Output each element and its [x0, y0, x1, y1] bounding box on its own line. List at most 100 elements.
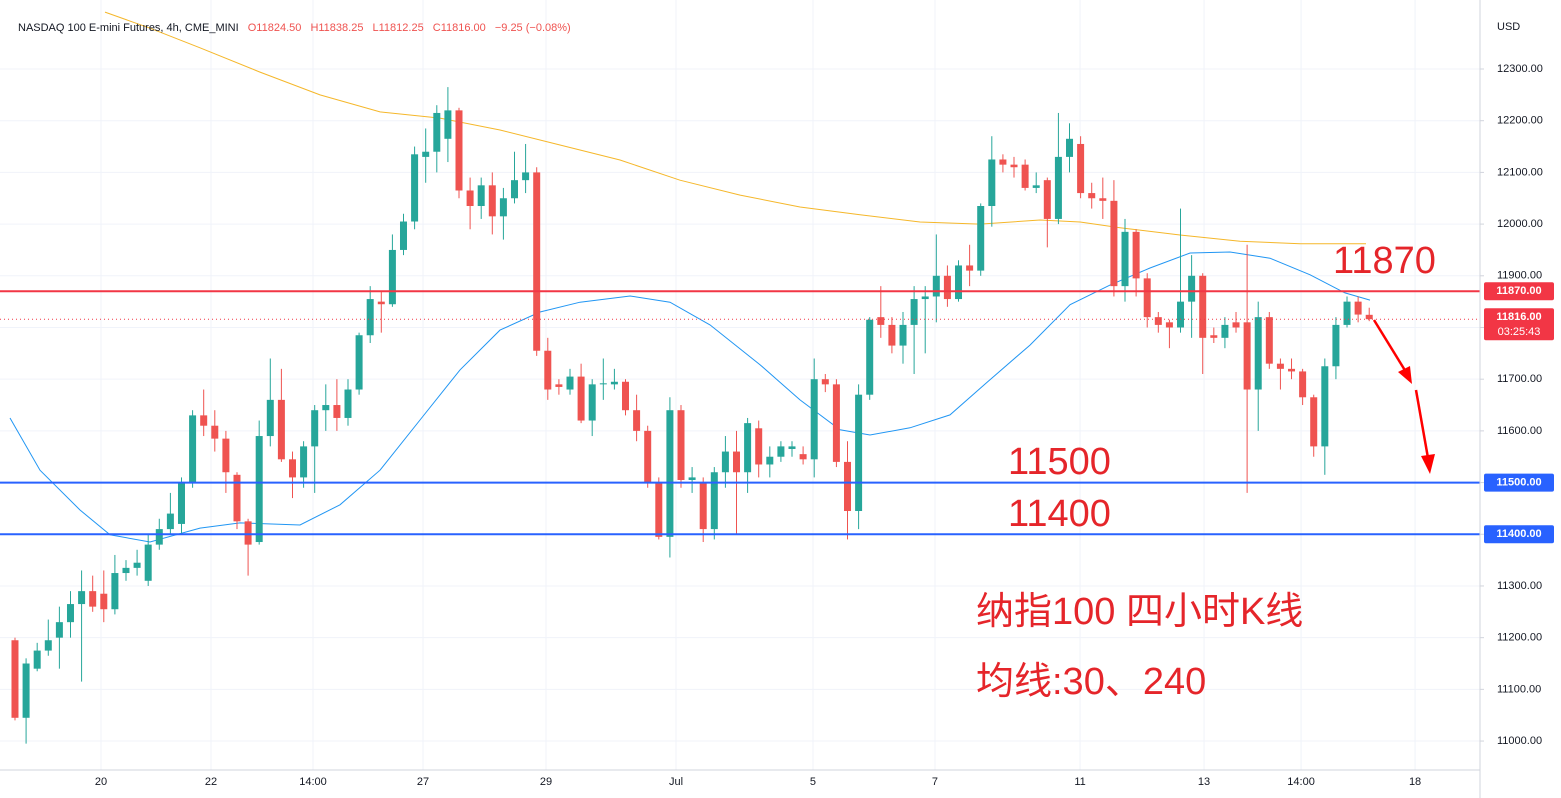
- candle-body: [1043, 180, 1051, 219]
- candle-body: [799, 454, 807, 460]
- moving-average: [9, 251, 1371, 543]
- x-tick-label: 14:00: [1287, 776, 1315, 788]
- candle-body: [622, 381, 630, 411]
- y-tick-label: 12000.00: [1497, 218, 1543, 230]
- x-tick-label: 11: [1074, 776, 1085, 788]
- candle-body: [588, 384, 596, 421]
- candle-body: [988, 159, 996, 207]
- candle-body: [1332, 324, 1340, 367]
- candle-body: [11, 640, 19, 718]
- x-tick-label: 20: [95, 776, 107, 788]
- candle-body: [22, 663, 30, 718]
- candle-body: [755, 428, 763, 465]
- header: NASDAQ 100 E-mini Futures, 4h, CME_MINI …: [18, 22, 571, 34]
- ohlc-high: H11838.25: [310, 22, 363, 34]
- annotation: 均线:30、240: [976, 661, 1206, 703]
- candle-body: [533, 172, 541, 351]
- candle-body: [1365, 314, 1373, 320]
- x-tick-label: 22: [205, 776, 217, 788]
- candle-body: [300, 446, 308, 478]
- candle-body: [888, 324, 896, 346]
- candle-body: [122, 567, 130, 574]
- candle-body: [832, 384, 840, 462]
- candle-body: [333, 405, 341, 418]
- candle-body: [366, 299, 374, 336]
- candle-body: [766, 456, 774, 465]
- candle-body: [955, 265, 963, 300]
- candle-body: [33, 650, 41, 669]
- candle-body: [1054, 156, 1062, 219]
- candle-body: [166, 513, 174, 530]
- ohlc-close: C11816.00: [433, 22, 486, 34]
- candle-body: [788, 446, 796, 449]
- candle-body: [1188, 275, 1196, 302]
- candle-body: [1021, 164, 1029, 188]
- x-tick-label: 7: [932, 776, 938, 788]
- candle-body: [677, 410, 685, 480]
- candle-body: [1077, 143, 1085, 194]
- y-tick-label: 11300.00: [1497, 580, 1542, 592]
- candle-body: [1254, 317, 1262, 390]
- candle-body: [733, 451, 741, 473]
- plot: [0, 11, 1480, 744]
- candle-body: [1232, 322, 1240, 328]
- candle-body: [211, 425, 219, 439]
- candle-body: [466, 190, 474, 207]
- level-tag: [1484, 282, 1554, 301]
- candle-body: [100, 593, 108, 610]
- y-tick-label: 12100.00: [1497, 166, 1543, 178]
- candle-body: [633, 410, 641, 431]
- candle-body: [233, 474, 241, 522]
- forecast-arrow: [1372, 319, 1435, 474]
- candle-body: [855, 394, 863, 512]
- candle-body: [555, 384, 563, 387]
- candle-body: [155, 529, 163, 545]
- annotation: 11400: [1008, 493, 1111, 535]
- candle-body: [66, 604, 74, 623]
- candle-body: [111, 573, 119, 610]
- candle-body: [1177, 301, 1185, 328]
- grid: [0, 0, 1480, 770]
- candle-body: [222, 438, 230, 473]
- candle-body: [910, 299, 918, 325]
- candle-body: [610, 381, 618, 385]
- candle-body: [844, 461, 852, 512]
- candle-body: [78, 591, 86, 605]
- candle-body: [377, 301, 385, 305]
- candle-body: [777, 446, 785, 457]
- candle-body: [1288, 368, 1296, 372]
- ohlc-low: L11812.25: [373, 22, 424, 34]
- candle-body: [1165, 322, 1173, 328]
- candle-body: [932, 275, 940, 297]
- candle-body: [200, 415, 208, 426]
- candle-body: [1110, 200, 1118, 287]
- candle-body: [966, 265, 974, 271]
- candle-body: [921, 296, 929, 300]
- candle-body: [999, 159, 1007, 165]
- candle-body: [1321, 366, 1329, 447]
- candle-body: [244, 521, 252, 545]
- candle-body: [1221, 324, 1229, 338]
- candle-body: [1310, 397, 1318, 447]
- candle-body: [577, 376, 585, 421]
- x-tick-label: 14:00: [299, 776, 327, 788]
- candle-body: [666, 410, 674, 537]
- candle-body: [277, 399, 285, 460]
- candle-body: [510, 180, 518, 199]
- candle-body: [721, 451, 729, 473]
- candle-body: [1066, 138, 1074, 157]
- candle-body: [311, 410, 319, 447]
- y-tick-label: 12300.00: [1497, 63, 1543, 75]
- candle-body: [1099, 198, 1107, 201]
- candle-body: [1243, 322, 1251, 390]
- candle-body: [1010, 164, 1018, 168]
- candle-body: [144, 544, 152, 581]
- x-tick-label: 5: [810, 776, 816, 788]
- candle-body: [411, 154, 419, 222]
- annotation: 纳指100 四小时K线: [976, 591, 1303, 633]
- candle-body: [1265, 317, 1273, 364]
- candle-body: [522, 172, 530, 181]
- symbol-title: NASDAQ 100 E-mini Futures, 4h, CME_MINI: [18, 22, 239, 34]
- y-tick-label: 11700.00: [1497, 373, 1542, 385]
